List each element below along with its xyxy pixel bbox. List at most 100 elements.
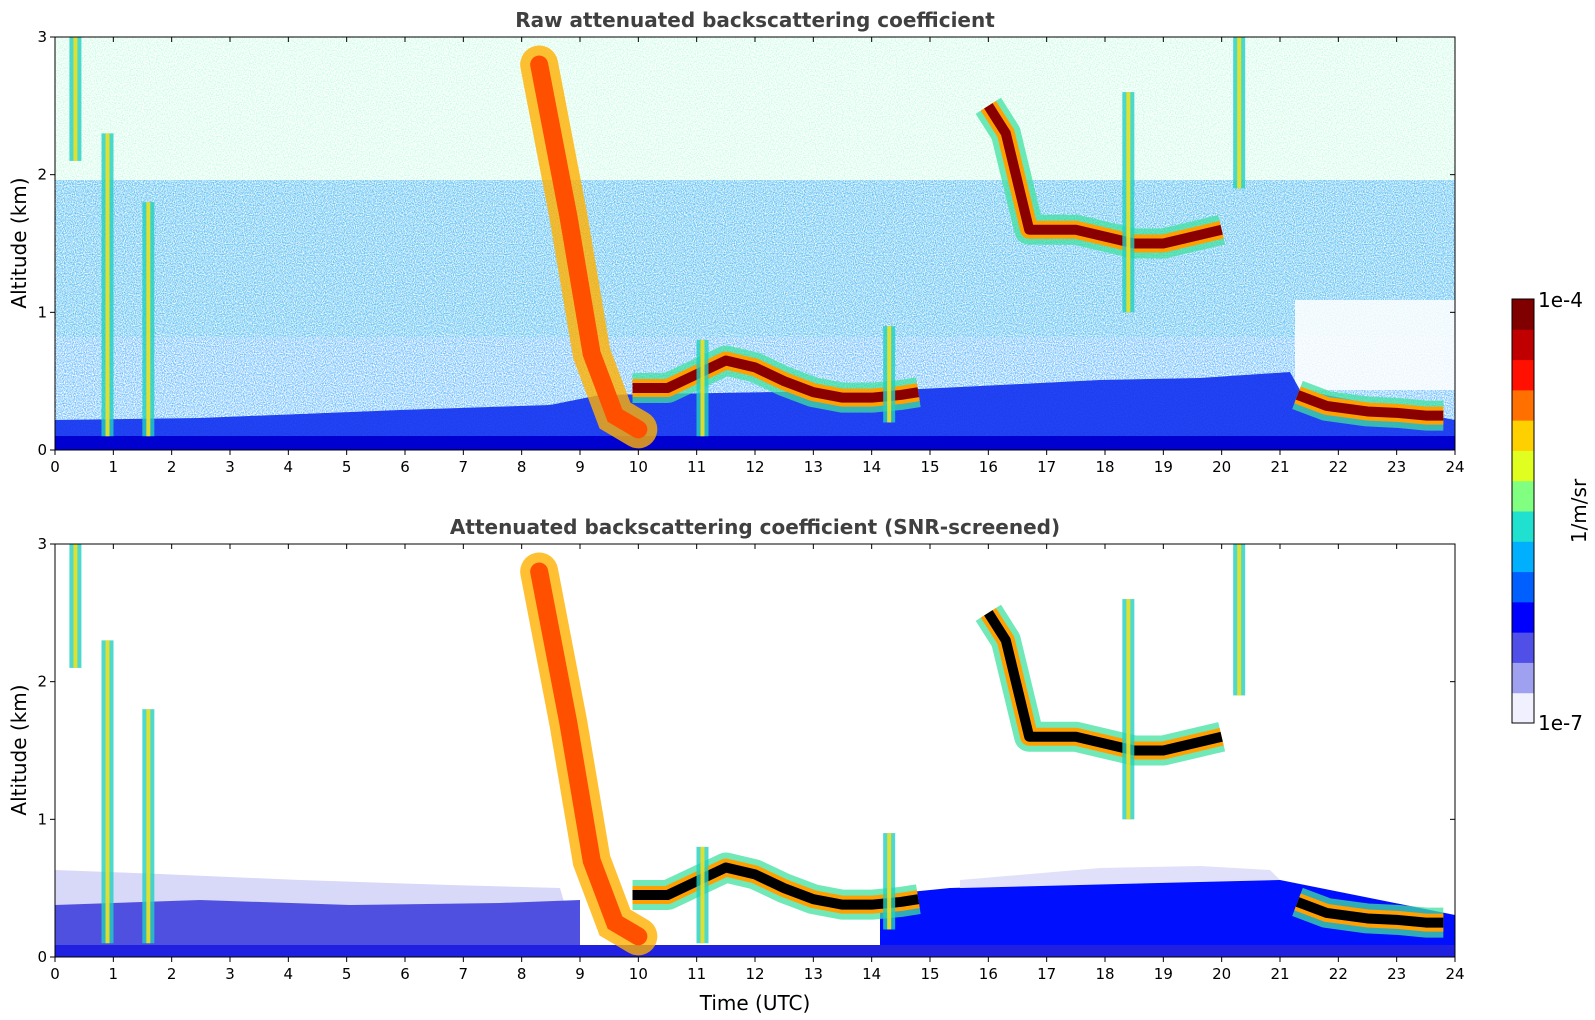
y-tick-label: 3 bbox=[37, 535, 47, 553]
colorbar-frame bbox=[1511, 298, 1535, 724]
y-tick-label: 3 bbox=[37, 28, 47, 46]
cloud-column-core bbox=[1237, 544, 1242, 696]
x-tick-label: 13 bbox=[804, 458, 823, 476]
x-tick-label: 21 bbox=[1270, 458, 1289, 476]
layer-core bbox=[1295, 390, 1444, 421]
colorbar-segment bbox=[1512, 511, 1534, 542]
colorbar-segment bbox=[1512, 632, 1534, 663]
layer-core bbox=[984, 610, 1223, 756]
colorbar-segment bbox=[1512, 359, 1534, 391]
layer-core bbox=[984, 103, 1223, 249]
x-tick-label: 6 bbox=[400, 965, 410, 983]
x-tick-label: 23 bbox=[1387, 965, 1406, 983]
x-tick-label: 20 bbox=[1212, 965, 1231, 983]
plume-core bbox=[530, 562, 648, 946]
cloud-column-core bbox=[1126, 599, 1131, 820]
x-tick-label: 19 bbox=[1154, 458, 1173, 476]
colorbar-segment bbox=[1512, 692, 1534, 724]
panel-raw-heatmap bbox=[55, 37, 1455, 450]
x-tick-label: 10 bbox=[629, 965, 648, 983]
colorbar-segment bbox=[1512, 450, 1534, 482]
y-tick-label: 1 bbox=[37, 303, 47, 321]
x-tick-label: 7 bbox=[459, 458, 469, 476]
y-tick-label: 1 bbox=[37, 810, 47, 828]
x-tick-label: 4 bbox=[284, 965, 294, 983]
colorbar: 1e-4 1e-7 1/m/sr bbox=[1511, 288, 1591, 735]
x-tick-label: 9 bbox=[575, 965, 585, 983]
cloud-column-core bbox=[146, 709, 151, 944]
colorbar-segment bbox=[1512, 662, 1534, 694]
x-tick-label: 2 bbox=[167, 965, 177, 983]
x-tick-label: 8 bbox=[517, 458, 527, 476]
panel-screened-heatmap bbox=[55, 544, 1455, 957]
surface-band-screened-left bbox=[55, 900, 580, 957]
y-tick-label: 0 bbox=[37, 948, 47, 966]
panel-screened-title: Attenuated backscattering coefficient (S… bbox=[450, 515, 1060, 539]
cloud-column-core bbox=[1237, 37, 1242, 189]
x-tick-label: 12 bbox=[745, 458, 764, 476]
x-tick-label: 12 bbox=[745, 965, 764, 983]
colorbar-segment bbox=[1512, 420, 1534, 451]
cloud-column-core bbox=[700, 339, 705, 437]
x-tick-label: 7 bbox=[459, 965, 469, 983]
panel-raw-title: Raw attenuated backscattering coefficien… bbox=[515, 8, 995, 32]
x-tick-label: 11 bbox=[687, 458, 706, 476]
x-tick-label: 14 bbox=[862, 965, 881, 983]
colorbar-segment bbox=[1512, 299, 1534, 330]
x-tick-label: 24 bbox=[1445, 965, 1464, 983]
x-tick-label: 6 bbox=[400, 458, 410, 476]
colorbar-segment bbox=[1512, 601, 1534, 633]
x-tick-label: 0 bbox=[50, 965, 60, 983]
x-tick-label: 3 bbox=[225, 965, 235, 983]
colorbar-segment bbox=[1512, 571, 1534, 603]
x-tick-label: 0 bbox=[50, 458, 60, 476]
cloud-column-core bbox=[1126, 92, 1131, 313]
cloud-column-core bbox=[700, 846, 705, 944]
x-tick-label: 8 bbox=[517, 965, 527, 983]
cloud-column-core bbox=[105, 133, 110, 437]
panel-screened-ylabel: Altitude (km) bbox=[7, 684, 31, 815]
x-tick-label: 1 bbox=[109, 965, 119, 983]
x-tick-label: 16 bbox=[979, 458, 998, 476]
colorbar-max-label: 1e-4 bbox=[1538, 288, 1583, 312]
layer-core bbox=[632, 355, 920, 403]
x-tick-label: 5 bbox=[342, 965, 352, 983]
x-tick-label: 1 bbox=[109, 458, 119, 476]
x-tick-label: 5 bbox=[342, 458, 352, 476]
surface-band-raw bbox=[55, 372, 1455, 450]
x-tick-label: 4 bbox=[284, 458, 294, 476]
x-tick-label: 15 bbox=[920, 965, 939, 983]
cloud-column-core bbox=[146, 202, 151, 437]
x-tick-label: 18 bbox=[1095, 458, 1114, 476]
y-tick-label: 2 bbox=[37, 673, 47, 691]
x-axis-label: Time (UTC) bbox=[699, 991, 811, 1015]
x-tick-label: 2 bbox=[167, 458, 177, 476]
panel-raw: Raw attenuated backscattering coefficien… bbox=[7, 8, 1465, 476]
colorbar-min-label: 1e-7 bbox=[1538, 711, 1583, 735]
x-tick-label: 9 bbox=[575, 458, 585, 476]
y-tick-label: 0 bbox=[37, 441, 47, 459]
x-tick-label: 10 bbox=[629, 458, 648, 476]
x-tick-label: 14 bbox=[862, 458, 881, 476]
x-tick-label: 17 bbox=[1037, 458, 1056, 476]
cloud-column-core bbox=[73, 544, 78, 668]
layer-core bbox=[632, 862, 920, 910]
x-tick-label: 19 bbox=[1154, 965, 1173, 983]
x-tick-label: 11 bbox=[687, 965, 706, 983]
cloud-column-core bbox=[73, 37, 78, 161]
x-tick-label: 16 bbox=[979, 965, 998, 983]
x-tick-label: 17 bbox=[1037, 965, 1056, 983]
x-tick-label: 3 bbox=[225, 458, 235, 476]
x-tick-label: 22 bbox=[1329, 965, 1348, 983]
colorbar-segment bbox=[1512, 329, 1534, 361]
cloud-column-core bbox=[887, 326, 892, 423]
x-tick-label: 18 bbox=[1095, 965, 1114, 983]
plume-core bbox=[530, 55, 648, 439]
x-tick-label: 21 bbox=[1270, 965, 1289, 983]
panel-raw-ylabel: Altitude (km) bbox=[7, 177, 31, 308]
cloud-column-core bbox=[105, 640, 110, 944]
x-tick-label: 20 bbox=[1212, 458, 1231, 476]
y-tick-label: 2 bbox=[37, 166, 47, 184]
x-tick-label: 22 bbox=[1329, 458, 1348, 476]
